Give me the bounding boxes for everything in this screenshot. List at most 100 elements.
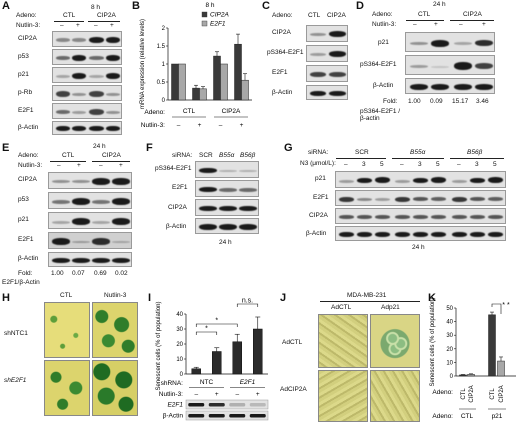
micrograph-h-she2f1-ctl bbox=[44, 360, 90, 416]
dose-label: – bbox=[400, 161, 404, 168]
sign-label: + bbox=[198, 122, 202, 129]
y-tick-label: 10 bbox=[446, 360, 453, 366]
panel-c-blot-cip2a bbox=[306, 25, 348, 42]
micrograph-j-adcip2a-adp21 bbox=[370, 370, 420, 422]
blot-band bbox=[208, 403, 225, 407]
panel-a-blot-p53 bbox=[52, 49, 122, 65]
panel-c-blot-e2f1 bbox=[306, 65, 348, 82]
dose-label: 5 bbox=[380, 161, 384, 168]
panel-c-group-ctl: CTL bbox=[308, 12, 321, 19]
adeno1-label: CIP2A bbox=[469, 385, 475, 402]
dose-label: 3 bbox=[418, 161, 422, 168]
panel-d-fold-label: Fold: bbox=[383, 98, 398, 105]
panel-a-row-label: p21 bbox=[18, 71, 29, 78]
panel-c-blot-actin bbox=[306, 85, 348, 100]
micrograph-h-shntc1-ctl bbox=[44, 302, 90, 358]
panel-a-blot-actin bbox=[52, 121, 122, 135]
sign-label: – bbox=[235, 391, 239, 398]
adeno-label: Adeno: bbox=[144, 109, 165, 116]
panel-c-adeno-label: Adeno: bbox=[272, 12, 293, 19]
panel-d-blot-p21 bbox=[405, 32, 495, 52]
panel-a-blot-prb bbox=[52, 85, 122, 101]
dose-label: 3 bbox=[362, 161, 366, 168]
panel-a-row-label: p-Rb bbox=[18, 89, 33, 96]
bar bbox=[199, 88, 207, 101]
group-label: CIP2A bbox=[222, 108, 241, 115]
legend-swatch bbox=[201, 11, 208, 18]
panel-a-row-label: β-Actin bbox=[18, 124, 39, 131]
y-tick-label: 50 bbox=[446, 306, 453, 312]
adeno1-row-label: Adeno: bbox=[432, 389, 453, 396]
blot-band bbox=[208, 414, 225, 418]
bar bbox=[178, 63, 186, 101]
y-tick-label: 10 bbox=[176, 357, 183, 363]
panel-c-blot-ps364 bbox=[306, 45, 348, 62]
bar bbox=[171, 63, 179, 101]
y-tick-label: 0 bbox=[450, 374, 454, 380]
panel-a-blot-p21 bbox=[52, 67, 122, 83]
panel-f-blot-e2f1 bbox=[195, 180, 259, 197]
bar bbox=[459, 374, 467, 377]
adeno1-label: CTL bbox=[461, 388, 467, 400]
nutlin-label: Nutlin-3: bbox=[159, 391, 183, 398]
panel-b-chart: 8 h 0 0.5 1 1.5 2 mRNA expression (relative le… bbox=[140, 2, 252, 129]
panel-i-chart: 0 10 20 30 40 Senescent cells (% of populatio… bbox=[156, 298, 269, 421]
panel-c-group-cip2a: CIP2A bbox=[327, 12, 346, 19]
panel-label-b: B bbox=[132, 0, 140, 12]
sig-bracket bbox=[195, 323, 238, 327]
sig-bracket bbox=[236, 303, 259, 307]
micrograph-j-adctl-adp21 bbox=[370, 314, 420, 368]
panel-d-blot-actin bbox=[405, 78, 495, 94]
legend-label: CIP2A bbox=[210, 12, 229, 19]
blot-band bbox=[229, 414, 246, 418]
panel-label-h: H bbox=[2, 292, 10, 304]
y-tick-label: 0 bbox=[162, 98, 166, 104]
panel-label-a: A bbox=[2, 0, 10, 12]
legend-swatch bbox=[201, 20, 208, 27]
adeno1-label: CTL bbox=[490, 388, 496, 400]
bar bbox=[220, 63, 228, 101]
sign-label: – bbox=[219, 122, 223, 129]
y-tick-label: 20 bbox=[176, 342, 183, 348]
panel-e-blot-actin bbox=[48, 252, 132, 267]
legend-label: E2F1 bbox=[210, 21, 226, 28]
bar bbox=[213, 55, 221, 101]
bar bbox=[253, 328, 263, 375]
y-tick-label: 20 bbox=[446, 347, 453, 353]
sig-bracket bbox=[195, 331, 218, 335]
panel-a-nutlin-label: Nutlin-3: bbox=[16, 22, 41, 29]
panel-g-blot-e2f1 bbox=[335, 190, 506, 206]
blot-strip bbox=[185, 410, 269, 421]
sig-bracket bbox=[491, 303, 502, 314]
panel-a-row-label: E2F1 bbox=[18, 107, 34, 114]
dose-label: – bbox=[344, 161, 348, 168]
adeno2-row-label: Adeno: bbox=[432, 413, 453, 420]
blot-band bbox=[249, 403, 266, 407]
panel-label-k: K bbox=[428, 292, 436, 304]
panel-a-row-label: p53 bbox=[18, 53, 29, 60]
panel-a-blot-cip2a bbox=[52, 31, 122, 47]
panel-j-title: MDA-MB-231 bbox=[347, 292, 387, 299]
panel-label-c: C bbox=[262, 0, 270, 12]
y-tick-label: 40 bbox=[446, 320, 453, 326]
panel-a-blot-e2f1 bbox=[52, 103, 122, 119]
panel-e-fold-sub: E2F1/β-Actin bbox=[2, 279, 40, 286]
blot-band bbox=[249, 414, 266, 418]
panel-label-j: J bbox=[280, 292, 287, 304]
group-label: NTC bbox=[200, 379, 214, 386]
panel-a-adeno-label: Adeno: bbox=[16, 12, 37, 19]
blot-row-label: β-Actin bbox=[163, 413, 184, 420]
y-axis-label: Senescent cells (% of population) bbox=[430, 297, 436, 386]
y-tick-label: 40 bbox=[176, 312, 183, 318]
panel-g-blot-p21 bbox=[335, 171, 506, 188]
dose-label: 3 bbox=[475, 161, 479, 168]
bar bbox=[241, 79, 249, 101]
panel-d-blot-ps364 bbox=[405, 55, 495, 75]
group-label: CTL bbox=[183, 108, 196, 115]
dose-label: – bbox=[457, 161, 461, 168]
dose-label: 5 bbox=[493, 161, 497, 168]
group-label: E2F1 bbox=[240, 379, 256, 386]
panel-e-blot-e2f1 bbox=[48, 232, 132, 249]
sign-label: + bbox=[215, 391, 219, 398]
y-axis-label: Senescent cells (% of population) bbox=[156, 301, 162, 390]
